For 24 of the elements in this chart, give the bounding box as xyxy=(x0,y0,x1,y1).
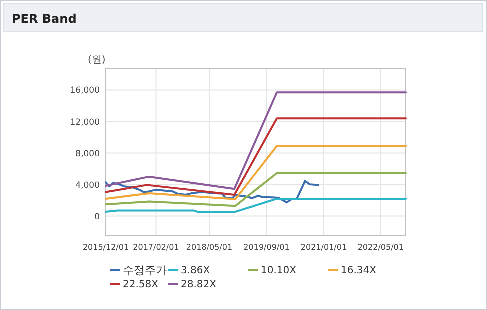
x-tick-label: 2021/01/01 xyxy=(300,243,348,252)
x-tick-label: 2017/02/01 xyxy=(133,243,180,252)
line-series xyxy=(105,118,407,196)
legend-label: 16.34X xyxy=(341,266,377,276)
chart-title: PER Band xyxy=(12,12,77,26)
legend-label: 22.58X xyxy=(123,280,159,290)
legend-label: 10.10X xyxy=(261,266,297,276)
legend-label: 3.86X xyxy=(181,266,210,276)
legend-label: 28.82X xyxy=(181,280,217,290)
line-series xyxy=(105,172,407,208)
x-tick-label: 2022/05/01 xyxy=(358,243,404,252)
x-tick-label: 2018/05/01 xyxy=(186,243,233,252)
y-tick-label: 4,000 xyxy=(76,180,100,191)
y-axis-title: (원) xyxy=(88,55,106,66)
line-series xyxy=(105,145,407,200)
line-series xyxy=(105,180,320,204)
y-tick-label: 8,000 xyxy=(76,149,100,160)
x-tick-label: 2015/12/01 xyxy=(82,243,130,252)
y-tick-label: 16,000 xyxy=(70,86,100,96)
y-tick-label: 0 xyxy=(94,212,100,222)
line-series xyxy=(105,92,407,190)
legend-label: 수정주가 xyxy=(123,264,167,277)
x-tick-label: 2019/09/01 xyxy=(244,243,290,252)
y-tick-label: 12,000 xyxy=(70,118,100,128)
